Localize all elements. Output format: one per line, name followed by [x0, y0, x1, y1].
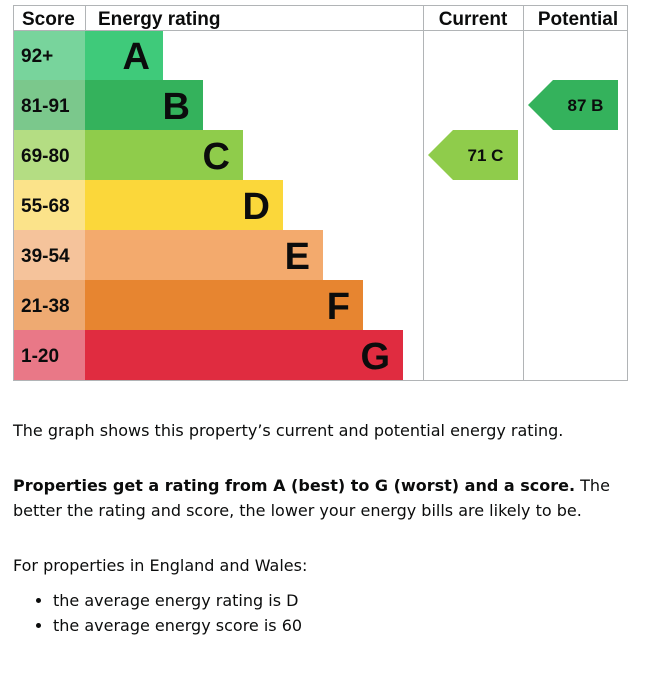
average-score-item: the average energy score is 60 [53, 613, 633, 638]
score-cell-g [13, 330, 85, 380]
potential-header: Potential [538, 9, 618, 30]
score-range-a: 92+ [21, 46, 53, 67]
rating-bands: 92+ A 81-91 B 69-80 C 55-68 D 39-54 E 21-38 F 1-20 G [13, 30, 403, 380]
potential-rating-label: 87 B [568, 96, 604, 115]
band-letter-b: B [163, 86, 190, 128]
chart-grid [13, 5, 628, 381]
rating-arrows: 71 C 87 B [428, 80, 618, 180]
band-letter-g: G [360, 336, 390, 378]
band-bar-d [85, 180, 283, 230]
band-bar-c [85, 130, 243, 180]
score-cell-f [13, 280, 85, 330]
band-bar-b [85, 80, 203, 130]
score-cell-b [13, 80, 85, 130]
epc-chart: Score Energy rating Current Potential 92… [13, 5, 628, 381]
score-range-d: 55-68 [21, 196, 70, 217]
current-rating-label: 71 C [468, 146, 504, 165]
band-letter-f: F [327, 286, 350, 328]
score-cell-a [13, 30, 85, 80]
score-cell-d [13, 180, 85, 230]
band-bar-a [85, 30, 163, 80]
energy-rating-header: Energy rating [98, 9, 220, 30]
rating-explanation-rest: The better the rating and score, the low… [13, 476, 610, 520]
average-rating-item: the average energy rating is D [53, 588, 633, 613]
potential-rating-arrow [528, 80, 618, 130]
band-letter-d: D [243, 186, 270, 228]
explanation-text: The graph shows this property’s current … [13, 418, 633, 638]
band-bar-g [85, 330, 403, 380]
current-rating-arrow [428, 130, 518, 180]
score-range-e: 39-54 [21, 246, 70, 267]
current-header: Current [439, 9, 508, 30]
score-header: Score [22, 9, 75, 30]
rating-explanation: Properties get a rating from A (best) to… [13, 473, 633, 523]
score-cell-e [13, 230, 85, 280]
graph-description: The graph shows this property’s current … [13, 421, 564, 440]
averages-list: the average energy rating is D the avera… [13, 588, 633, 638]
score-range-c: 69-80 [21, 146, 70, 167]
score-range-b: 81-91 [21, 96, 70, 117]
score-range-g: 1-20 [21, 346, 59, 367]
band-letter-c: C [203, 136, 230, 178]
band-letter-e: E [285, 236, 310, 278]
chart-border [13, 5, 628, 381]
band-bar-e [85, 230, 323, 280]
score-cell-c [13, 130, 85, 180]
region-intro: For properties in England and Wales: [13, 556, 308, 575]
band-bar-f [85, 280, 363, 330]
rating-explanation-bold: Properties get a rating from A (best) to… [13, 476, 576, 495]
score-range-f: 21-38 [21, 296, 70, 317]
band-letter-a: A [123, 36, 150, 78]
